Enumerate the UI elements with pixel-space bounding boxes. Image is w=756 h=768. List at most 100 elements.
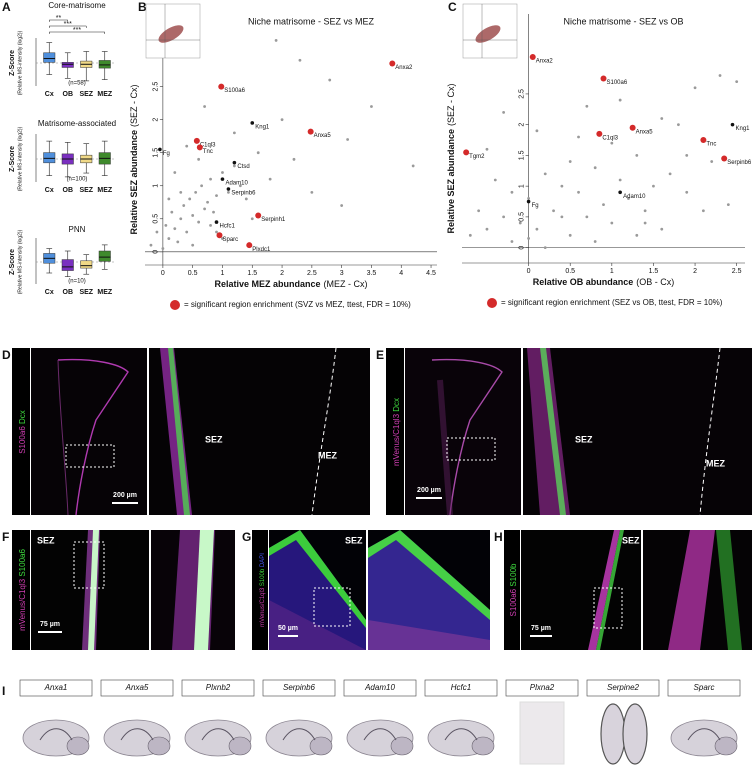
x-axis-title: Relative MEZ abundance (MEZ - Cx) xyxy=(214,279,367,289)
data-point xyxy=(203,207,206,211)
data-point xyxy=(250,217,254,221)
sez-band xyxy=(168,348,190,515)
panel-i: Anxa1 Anxa5 Plxnb2 Serpinb6 Adam10 Hcfc1 Plxna… xyxy=(19,679,741,765)
data-point xyxy=(193,137,200,144)
data-point xyxy=(493,178,497,182)
panel-letter: H xyxy=(494,530,503,544)
region-label: SEZ xyxy=(345,535,363,545)
point-label: Tnc xyxy=(706,142,716,148)
point-label: Serpinb6 xyxy=(231,191,256,197)
gene-box xyxy=(262,679,336,697)
data-point xyxy=(179,190,183,194)
data-point xyxy=(618,98,622,102)
box xyxy=(43,52,56,63)
data-point xyxy=(585,104,589,108)
significance-bracket xyxy=(49,25,87,28)
in-situ-image xyxy=(363,728,397,741)
legend-marker xyxy=(170,300,180,310)
x-tick-label: 4.5 xyxy=(426,270,436,277)
gene-box xyxy=(100,679,174,697)
data-point xyxy=(568,160,572,163)
data-point xyxy=(552,209,555,213)
stain-label: S100a6 Dcx xyxy=(18,410,27,454)
category-label: Cx xyxy=(45,91,54,98)
data-point xyxy=(502,215,506,219)
data-point xyxy=(197,220,201,224)
sez-band xyxy=(194,530,214,650)
panel-letter: G xyxy=(242,530,251,544)
data-point xyxy=(256,151,260,155)
x-tick-label: 4 xyxy=(399,270,403,277)
x-tick-label: 0 xyxy=(527,268,531,275)
ventricle xyxy=(431,358,503,516)
data-point xyxy=(200,184,204,188)
chart-title: Niche matrisome - SEZ vs OB xyxy=(563,16,683,26)
region-label: SEZ xyxy=(37,535,55,545)
data-point xyxy=(477,209,481,213)
data-point xyxy=(577,190,580,194)
data-point xyxy=(170,210,174,214)
in-situ-image xyxy=(309,736,333,756)
point-label: Fg xyxy=(532,203,539,209)
data-point xyxy=(510,190,514,194)
x-tick-label: 1 xyxy=(221,270,225,277)
data-point xyxy=(527,237,530,240)
y-axis-note: (Relative MS-intensity (log2)) xyxy=(17,126,23,191)
point-label: Plxdc1 xyxy=(252,247,271,253)
panel-e: mVenus/C1ql3 Dcx 200 µm SEZ MEZ xyxy=(386,347,752,516)
category-label: SEZ xyxy=(79,289,93,296)
region-label: MEZ xyxy=(706,458,726,468)
panel-letter: A xyxy=(2,0,11,14)
data-point xyxy=(206,200,209,204)
data-point xyxy=(218,83,225,90)
data-point xyxy=(718,74,722,77)
x-tick-label: 3.5 xyxy=(367,270,377,277)
point-label: Adam10 xyxy=(225,181,248,187)
data-point xyxy=(203,105,206,108)
region-label: SEZ xyxy=(622,535,640,545)
in-situ-image xyxy=(201,728,235,741)
box xyxy=(61,62,74,68)
data-point xyxy=(227,190,230,194)
data-point xyxy=(618,190,622,195)
data-point xyxy=(602,203,605,206)
data-point xyxy=(618,178,622,182)
stain-strip xyxy=(12,530,30,650)
data-point xyxy=(389,60,396,67)
significance-bracket xyxy=(49,31,105,34)
y-tick-label: 0 xyxy=(153,250,160,254)
micrograph xyxy=(521,530,641,650)
y-axis-title: Z-Score xyxy=(9,50,16,76)
point-label: S100a6 xyxy=(224,88,245,94)
data-point xyxy=(196,144,203,151)
data-point xyxy=(197,157,201,161)
data-point xyxy=(502,110,506,114)
point-label: Serpinh1 xyxy=(261,217,286,223)
y-tick-label: 2.5 xyxy=(153,82,160,92)
in-situ-image xyxy=(471,736,495,756)
tissue xyxy=(269,600,366,650)
y-axis-title: Z-Score xyxy=(9,249,16,275)
data-point xyxy=(215,230,218,234)
data-point xyxy=(246,242,253,249)
data-point xyxy=(250,121,255,125)
data-point xyxy=(149,243,153,247)
data-point xyxy=(535,227,539,231)
data-point xyxy=(167,237,171,240)
data-point xyxy=(593,240,597,243)
data-point xyxy=(191,243,195,247)
data-point xyxy=(173,171,177,174)
in-situ-image xyxy=(714,736,738,756)
boundary xyxy=(311,347,337,516)
point-label: Kng1 xyxy=(255,125,270,131)
category-label: OB xyxy=(63,187,74,194)
x-tick-label: 2.5 xyxy=(732,268,742,275)
tissue xyxy=(368,530,490,650)
data-point xyxy=(221,171,224,174)
sez-band xyxy=(88,530,99,650)
data-point xyxy=(292,157,296,161)
y-tick-label: 0 xyxy=(518,246,525,250)
sez-band xyxy=(668,530,715,650)
point-label: Adam10 xyxy=(623,194,646,200)
y-axis-note: (Relative MS-intensity (log2)) xyxy=(17,229,23,294)
